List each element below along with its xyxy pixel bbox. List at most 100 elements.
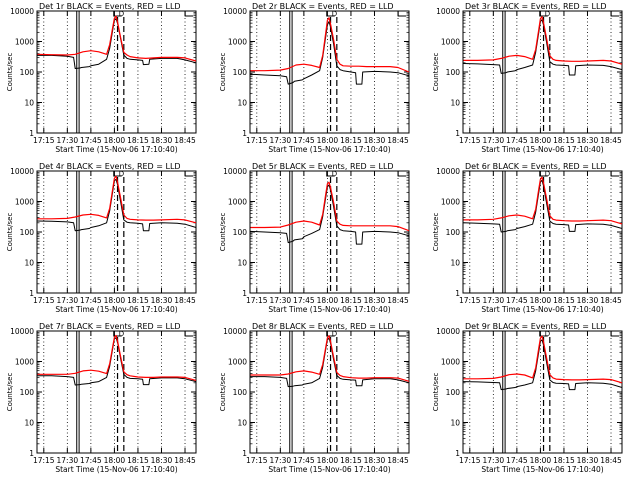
y-tick-label: 1: [455, 449, 460, 458]
x-axis-label: Start Time (15-Nov-06 17:10:40): [268, 465, 390, 474]
x-tick-label: 17:45: [506, 296, 528, 305]
events-series-line: [463, 179, 623, 233]
x-tick-label: 18:30: [577, 296, 599, 305]
lld-series-line: [463, 335, 623, 384]
x-tick-label: 17:45: [80, 456, 102, 465]
x-tick-label: 17:45: [506, 456, 528, 465]
y-tick-label: 10000: [10, 327, 34, 336]
panel-5: D 1 10 100 1000 10000 17:15 17:30 17:45 18:00 18:1…: [219, 162, 410, 314]
panel-3: D 1 10 100 1000 10000 17:15 17:30 17:45 18:00 18:1…: [432, 2, 623, 154]
plot-frame: [36, 330, 197, 454]
x-tick-label: 18:30: [577, 136, 599, 145]
panel-4: D 1 10 100 1000 10000 17:15 17:30 17:45 18:00 18:1…: [6, 162, 197, 314]
y-tick-label: 10000: [10, 7, 34, 16]
x-tick-label: 18:30: [364, 136, 386, 145]
x-tick-label: 18:00: [530, 136, 552, 145]
plot-frame: [249, 330, 410, 454]
step-marker: [113, 331, 122, 337]
y-tick-label: 1: [242, 129, 247, 138]
x-axis-label: Start Time (15-Nov-06 17:10:40): [55, 465, 177, 474]
marker-label-d: D: [332, 10, 337, 18]
y-axis-label: Counts/sec: [219, 53, 227, 92]
marker-label-d: D: [332, 330, 337, 338]
y-tick-label: 100: [20, 228, 35, 237]
x-tick-label: 17:15: [459, 296, 481, 305]
marker-label-d: D: [545, 10, 550, 18]
panel-8: D 1 10 100 1000 10000 17:15 17:30 17:45 18:00 18:1…: [219, 322, 410, 474]
y-tick-label: 100: [20, 388, 35, 397]
marker-label-d: D: [119, 330, 124, 338]
y-tick-label: 10000: [436, 327, 460, 336]
panel-title: Det 8r BLACK = Events, RED = LLD: [252, 322, 394, 331]
y-tick-label: 1: [242, 289, 247, 298]
events-series-line: [250, 337, 410, 388]
plot-frame: [462, 170, 623, 294]
x-axis-label: Start Time (15-Nov-06 17:10:40): [268, 145, 390, 154]
y-tick-label: 10: [237, 419, 247, 428]
x-tick-label: 18:45: [174, 136, 196, 145]
y-tick-label: 1000: [441, 358, 460, 367]
x-tick-label: 18:30: [151, 456, 173, 465]
events-series-line: [37, 178, 197, 232]
y-axis-label: Counts/sec: [432, 213, 440, 252]
x-tick-label: 17:45: [293, 296, 315, 305]
x-tick-label: 17:15: [246, 136, 268, 145]
marker-label-d: D: [332, 170, 337, 178]
y-tick-label: 10: [24, 419, 34, 428]
x-tick-label: 18:00: [104, 136, 126, 145]
x-tick-label: 18:45: [174, 456, 196, 465]
step-marker: [113, 11, 122, 17]
y-tick-label: 100: [233, 228, 248, 237]
y-tick-label: 10000: [223, 327, 247, 336]
x-tick-label: 18:30: [364, 296, 386, 305]
x-tick-label: 17:45: [293, 136, 315, 145]
x-tick-label: 18:00: [317, 136, 339, 145]
step-marker: [539, 11, 548, 17]
y-tick-label: 10000: [436, 7, 460, 16]
y-axis-label: Counts/sec: [219, 213, 227, 252]
y-tick-label: 10: [24, 259, 34, 268]
x-tick-label: 18:45: [387, 296, 409, 305]
x-tick-label: 17:30: [483, 456, 505, 465]
y-tick-label: 1000: [228, 198, 247, 207]
panel-title: Det 1r BLACK = Events, RED = LLD: [39, 2, 181, 11]
y-tick-label: 100: [233, 388, 248, 397]
step-marker: [113, 171, 122, 177]
y-tick-label: 10: [450, 419, 460, 428]
x-tick-label: 18:15: [553, 136, 575, 145]
x-tick-label: 17:30: [57, 136, 79, 145]
plot-frame: [462, 10, 623, 134]
x-tick-label: 17:30: [270, 456, 292, 465]
y-tick-label: 1: [29, 289, 34, 298]
panel-1: D 1 10 100 1000 10000 17:15 17:30 17:45 18:00 18:1…: [6, 2, 197, 154]
x-tick-label: 17:30: [270, 136, 292, 145]
y-tick-label: 1: [29, 449, 34, 458]
step-marker: [539, 331, 548, 337]
y-tick-label: 1: [242, 449, 247, 458]
y-tick-label: 10: [24, 99, 34, 108]
y-tick-label: 1000: [228, 358, 247, 367]
events-series-line: [250, 184, 410, 245]
x-tick-label: 18:45: [174, 296, 196, 305]
lld-series-line: [250, 17, 410, 73]
y-tick-label: 1: [29, 129, 34, 138]
x-tick-label: 18:30: [364, 456, 386, 465]
x-tick-label: 17:15: [459, 136, 481, 145]
x-tick-label: 17:15: [33, 456, 55, 465]
panel-title: Det 6r BLACK = Events, RED = LLD: [465, 162, 607, 171]
lld-series-line: [250, 335, 410, 382]
marker-label-d: D: [119, 170, 124, 178]
lld-series-line: [37, 15, 197, 62]
panel-2: D 1 10 100 1000 10000 17:15 17:30 17:45 18:00 18:1…: [219, 2, 410, 154]
x-axis-label: Start Time (15-Nov-06 17:10:40): [481, 145, 603, 154]
events-series-line: [250, 21, 410, 85]
events-series-line: [37, 18, 197, 69]
y-tick-label: 10: [237, 99, 247, 108]
y-tick-label: 100: [446, 228, 461, 237]
x-tick-label: 17:15: [246, 456, 268, 465]
x-tick-label: 17:15: [246, 296, 268, 305]
marker-label-d: D: [545, 170, 550, 178]
x-axis-label: Start Time (15-Nov-06 17:10:40): [268, 305, 390, 314]
y-tick-label: 1: [455, 129, 460, 138]
events-series-line: [37, 337, 197, 386]
